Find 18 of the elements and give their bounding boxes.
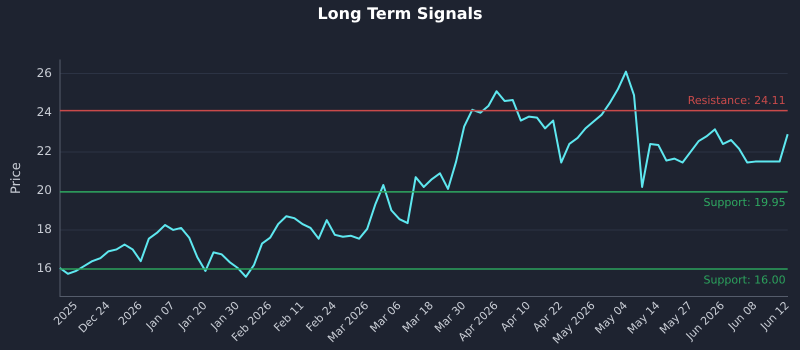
x-tick-label: Apr 10 xyxy=(498,298,534,334)
ref-line-label: Support: 19.95 xyxy=(703,196,786,210)
ref-line-label: Support: 16.00 xyxy=(703,273,786,286)
y-tick-label: 20 xyxy=(36,182,52,197)
y-tick-label: 22 xyxy=(36,144,52,158)
x-tick-label: Jan 20 xyxy=(175,298,210,334)
y-tick-label: 16 xyxy=(36,261,52,276)
x-tick-label: Jun 12 xyxy=(757,298,792,334)
x-tick-label: Jan 07 xyxy=(142,298,178,334)
x-tick-label: Feb 11 xyxy=(271,298,307,334)
x-tick-label: Dec 24 xyxy=(76,298,113,336)
chart-title: Long Term Signals xyxy=(316,4,484,23)
x-tick-label: Jun 08 xyxy=(725,298,760,334)
y-axis-title: Price xyxy=(9,162,24,194)
ref-line-label: Resistance: 24.11 xyxy=(688,94,786,107)
y-tick-label: 18 xyxy=(36,222,52,236)
y-tick-label: 26 xyxy=(36,66,52,80)
y-tick-label: 24 xyxy=(36,104,52,119)
